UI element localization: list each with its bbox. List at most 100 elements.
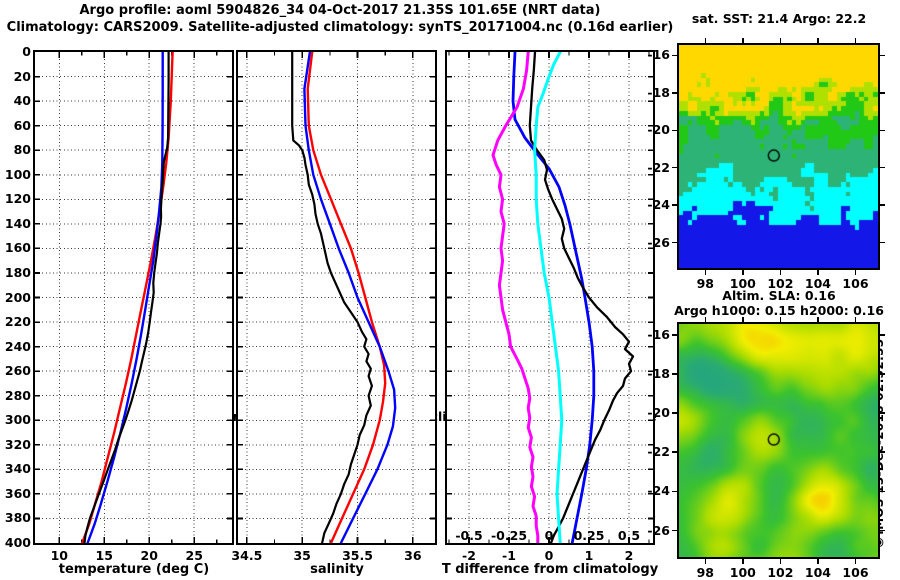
map-lon-tick-label: 106	[842, 276, 869, 291]
map-tick	[817, 559, 819, 564]
map-tick	[880, 129, 885, 131]
map-lat-tick-label: -26	[647, 522, 670, 538]
map-lon-tick-label: 106	[842, 565, 869, 580]
map-tick	[880, 529, 885, 532]
map-tick	[672, 54, 677, 57]
depth-tick-label: 80	[13, 142, 31, 158]
sst-map-title: sat. SST: 21.4 Argo: 22.2	[691, 11, 867, 26]
x-tick-label: 2	[624, 548, 634, 563]
sst-map	[677, 43, 880, 270]
x-tick-label: 1	[584, 548, 594, 563]
map-tick	[854, 270, 857, 275]
xlabel-t-difference: T difference from climatology	[441, 562, 659, 577]
map-lon-tick-label: 98	[696, 276, 714, 291]
map-tick	[880, 241, 885, 244]
map-tick	[672, 129, 677, 131]
figure-title-line1: Argo profile: aoml 5904826_34 04-Oct-201…	[79, 3, 601, 18]
depth-tick-label: 140	[4, 215, 31, 231]
depth-tick-label: 280	[4, 387, 31, 403]
map-tick	[880, 166, 885, 169]
s-tick-label: -0.5	[455, 528, 483, 543]
map-tick	[880, 373, 885, 375]
depth-tick-label: 180	[4, 264, 31, 280]
map-tick	[880, 412, 885, 414]
x-tick-label: 25	[185, 548, 203, 563]
x-tick-label: 20	[140, 548, 158, 563]
map-tick	[704, 38, 707, 43]
map-tick	[672, 334, 677, 336]
x-tick-label: -1	[502, 548, 516, 563]
x-tick-label: 0	[544, 548, 554, 563]
sla-map-title-line2: Argo h1000: 0.15 h2000: 0.16	[674, 303, 884, 318]
map-tick	[854, 317, 857, 322]
depth-tick-label: 100	[4, 166, 31, 182]
map-tick	[672, 490, 677, 493]
map-tick	[672, 373, 677, 375]
x-tick-label: 35.5	[342, 548, 373, 563]
map-tick	[779, 38, 782, 43]
map-tick	[779, 270, 782, 275]
map-lon-tick-label: 104	[804, 565, 831, 580]
map-tick	[817, 270, 819, 275]
x-tick-label: 34.5	[231, 548, 263, 563]
depth-tick-label: 240	[4, 338, 31, 354]
map-tick	[880, 334, 885, 336]
map-tick	[704, 317, 707, 322]
map-tick	[880, 451, 885, 453]
depth-tick-label: 260	[4, 363, 31, 379]
x-tick-label: 10	[50, 548, 68, 563]
sla-map-title-line1: Altim. SLA: 0.16	[722, 288, 836, 303]
xlabel-temperature: temperature (deg C)	[58, 562, 210, 577]
map-tick	[672, 204, 677, 206]
map-tick	[880, 490, 885, 493]
map-tick	[672, 451, 677, 453]
map-tick	[880, 92, 885, 94]
map-lon-tick-label: 100	[729, 276, 756, 291]
map-tick	[742, 38, 744, 43]
map-tick	[817, 317, 819, 322]
depth-tick-label: 200	[4, 289, 31, 305]
depth-tick-label: 0	[22, 44, 31, 59]
figure-title-line2: Climatology: CARS2009. Satellite-adjuste…	[6, 20, 674, 35]
map-tick	[704, 270, 707, 275]
depth-tick-label: 220	[4, 314, 31, 330]
map-tick	[742, 559, 744, 564]
map-tick	[672, 412, 677, 414]
map-tick	[779, 317, 782, 322]
map-lat-tick-label: -22	[647, 444, 670, 460]
x-tick-label: -2	[462, 548, 476, 563]
map-lon-tick-label: 104	[804, 276, 831, 291]
map-tick	[742, 270, 744, 275]
map-tick	[742, 317, 744, 322]
map-lat-tick-label: -18	[647, 84, 670, 100]
depth-tick-label: 300	[4, 412, 31, 428]
map-lat-tick-label: -16	[647, 326, 670, 342]
panel-salinity-plot	[236, 50, 437, 545]
sla-map	[677, 322, 880, 559]
map-tick	[817, 38, 819, 43]
depth-tick-label: 400	[4, 535, 31, 550]
map-tick	[880, 204, 885, 206]
x-tick-label: 36	[404, 548, 422, 563]
depth-tick-label: 20	[13, 68, 31, 84]
map-lat-tick-label: -26	[647, 234, 670, 250]
map-lat-tick-label: -16	[647, 47, 670, 63]
map-lat-tick-label: -24	[647, 483, 670, 499]
s-tick-label: 0.25	[573, 528, 605, 543]
map-lat-tick-label: -20	[647, 405, 670, 421]
map-tick	[672, 166, 677, 169]
x-tick-label: 35	[293, 548, 311, 563]
s-tick-label: -0.25	[490, 528, 528, 543]
s-tick-label: 0	[544, 528, 554, 543]
map-lon-tick-label: 102	[767, 276, 794, 291]
map-tick	[672, 92, 677, 94]
depth-tick-label: 40	[13, 93, 31, 109]
map-tick	[672, 241, 677, 244]
depth-tick-label: 60	[13, 117, 31, 133]
depth-tick-label: 160	[4, 240, 31, 256]
x-tick-label: 15	[95, 548, 113, 563]
map-tick	[854, 38, 857, 43]
map-lon-tick-label: 102	[767, 565, 794, 580]
depth-tick-label: 340	[4, 461, 31, 477]
